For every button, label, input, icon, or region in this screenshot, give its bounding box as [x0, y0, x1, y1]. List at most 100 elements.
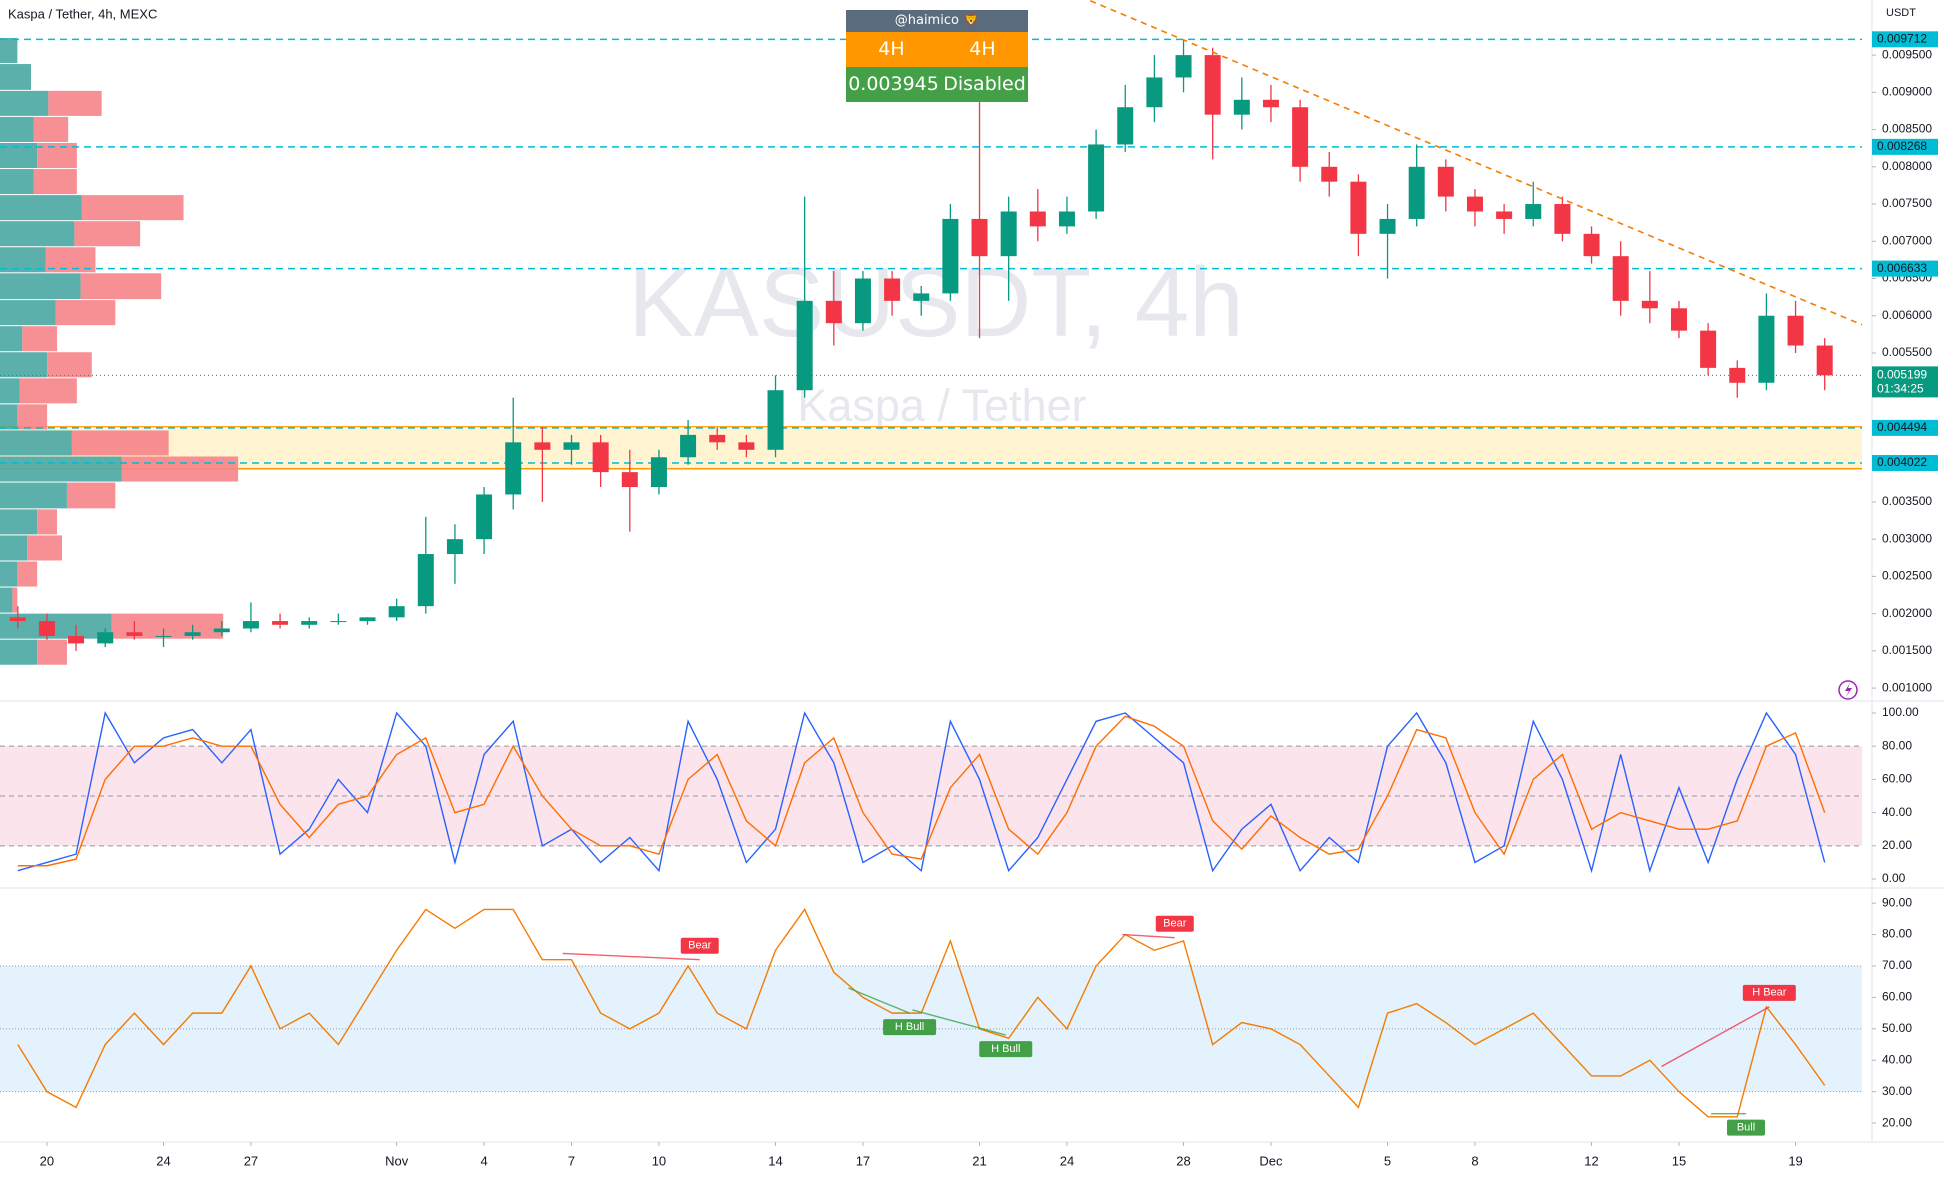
- candle-body: [446, 539, 463, 555]
- candle-body: [155, 635, 172, 637]
- candle-body: [68, 635, 85, 644]
- indicator-line: [17, 711, 1826, 874]
- level-label: 0.006633: [1877, 261, 1927, 275]
- x-tick-label: 21: [972, 1153, 986, 1168]
- profile-sell: [33, 116, 69, 142]
- candle-body: [242, 621, 259, 629]
- profile-sell: [33, 169, 77, 195]
- profile-sell: [80, 273, 162, 300]
- indicator-line: [17, 715, 1826, 867]
- divergence-line: [1661, 1006, 1770, 1068]
- candle-body: [476, 494, 493, 540]
- candle-body: [97, 632, 114, 644]
- profile-sell: [17, 561, 38, 587]
- y-tick-label: 60.00: [1882, 990, 1912, 1004]
- candle-body: [1262, 99, 1279, 108]
- y-tick-label: 30.00: [1882, 1084, 1912, 1098]
- x-tick-label: 24: [156, 1153, 170, 1168]
- candle-body: [213, 628, 230, 633]
- x-tick-label: 27: [244, 1153, 258, 1168]
- divergence-line: [562, 952, 700, 961]
- candle-body: [796, 300, 813, 391]
- profile-sell: [71, 430, 169, 456]
- profile-buy: [0, 535, 28, 561]
- candle-body: [1233, 99, 1250, 115]
- level-label: 0.004022: [1877, 455, 1927, 469]
- candle-body: [1000, 211, 1017, 257]
- y-tick-label: 0.009000: [1882, 85, 1932, 99]
- y-tick-label: 100.00: [1882, 705, 1919, 719]
- candle-body: [1816, 345, 1833, 376]
- background-layer: [0, 426, 1862, 1092]
- level-label-box: [1872, 138, 1938, 155]
- candle-body: [9, 617, 26, 622]
- candle-body: [417, 554, 434, 607]
- candle-body: [1496, 211, 1513, 219]
- divergence-label: H Bull: [991, 1043, 1020, 1055]
- profile-sell: [47, 352, 92, 378]
- x-tick-label: 7: [568, 1153, 575, 1168]
- profile-buy: [0, 430, 72, 456]
- divergence-label-box: [883, 1019, 937, 1036]
- profile-sell: [81, 195, 184, 221]
- profile-sell: [74, 221, 141, 247]
- profile-buy: [0, 169, 34, 195]
- profile-buy: [0, 221, 75, 247]
- profile-sell: [37, 142, 77, 169]
- x-tick-label: 14: [768, 1153, 782, 1168]
- y-tick-label: 20.00: [1882, 1115, 1912, 1129]
- candle-body: [1088, 144, 1105, 212]
- candle-body: [913, 293, 930, 301]
- candle-body: [1408, 166, 1425, 219]
- candle-body: [621, 472, 638, 488]
- profile-sell: [66, 482, 116, 509]
- level-label-box: [1872, 455, 1938, 472]
- candle-body: [650, 457, 667, 488]
- candle-body: [505, 442, 522, 495]
- y-tick-label: 40.00: [1882, 805, 1912, 819]
- y-tick-label: 0.008000: [1882, 159, 1932, 173]
- countdown-label: 01:34:25: [1877, 382, 1924, 396]
- candle-body: [825, 300, 842, 324]
- info-tf: 4H: [878, 38, 905, 60]
- profile-buy: [0, 482, 67, 509]
- y-tick-label: 40.00: [1882, 1052, 1912, 1066]
- y-tick-label: 0.003500: [1882, 494, 1932, 508]
- candle-body: [1350, 181, 1367, 234]
- y-tick-label: 0.00: [1882, 871, 1906, 885]
- info-timeframes: 4H 4H: [846, 32, 1028, 67]
- profile-sell: [27, 535, 63, 561]
- candle-body: [272, 621, 289, 625]
- y-tick-label: 0.008500: [1882, 122, 1932, 136]
- level-label-box: [1872, 260, 1938, 277]
- candle-body: [1029, 211, 1046, 227]
- candle-body: [738, 442, 755, 450]
- y-tick-label: 0.006000: [1882, 308, 1932, 322]
- y-tick-label: 20.00: [1882, 838, 1912, 852]
- divergence-label-box: [680, 937, 719, 954]
- level-label: 0.008268: [1877, 139, 1927, 153]
- indicator-line: [17, 908, 1826, 1118]
- level-label-box: [1872, 31, 1938, 48]
- level-label: 0.004494: [1877, 420, 1927, 434]
- alert-icon: [1838, 680, 1858, 700]
- level-label: 0.009712: [1877, 31, 1927, 45]
- candle-body: [534, 442, 551, 450]
- profile-sell: [121, 456, 239, 482]
- y-tick-label: 0.007500: [1882, 196, 1932, 210]
- candle-body: [1146, 77, 1163, 108]
- y-tick-label: 0.007000: [1882, 233, 1932, 247]
- candle-body: [126, 632, 143, 636]
- profile-sell: [17, 404, 48, 430]
- profile-sell: [48, 90, 102, 116]
- support-zone: [0, 426, 1862, 469]
- profile-buy: [0, 561, 18, 587]
- profile-buy: [0, 37, 18, 64]
- divergence-label: H Bull: [895, 1021, 924, 1033]
- candle-body: [1058, 211, 1075, 227]
- candle-body: [1175, 55, 1192, 78]
- candle-body: [1437, 166, 1454, 197]
- profile-buy: [0, 64, 31, 90]
- profile-buy: [0, 509, 38, 535]
